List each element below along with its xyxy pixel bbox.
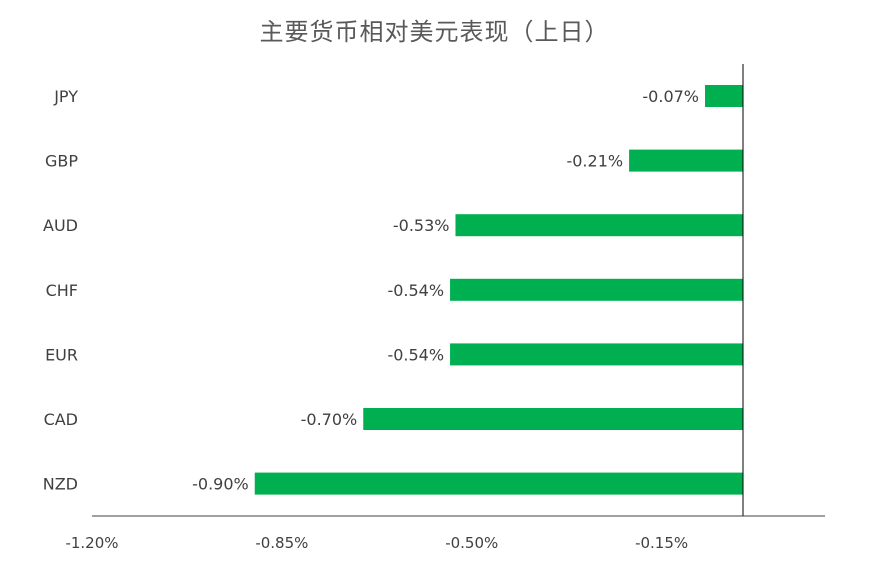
category-label-aud: AUD [43,216,78,235]
category-label-cad: CAD [44,410,78,429]
bar-chf [450,278,743,301]
bar-gbp [629,149,743,172]
axes-layer: -1.20% -0.85% -0.50% -0.15% [65,64,825,552]
bar-cad [363,408,743,430]
x-tick-label: -0.15% [635,534,688,552]
data-label-jpy: -0.07% [642,87,699,106]
category-label-eur: EUR [45,345,78,364]
data-label-aud: -0.53% [393,216,450,235]
x-tick-label: -0.50% [445,534,498,552]
category-label-chf: CHF [46,281,78,300]
category-label-gbp: GBP [45,152,78,171]
data-label-eur: -0.54% [387,345,444,364]
data-label-gbp: -0.21% [566,152,623,171]
bar-aud [455,214,743,237]
bar-jpy [705,85,743,107]
x-tick-label: -1.20% [65,534,118,552]
data-label-cad: -0.70% [301,410,358,429]
bars-layer [254,85,743,495]
x-tick-label: -0.85% [255,534,308,552]
category-label-jpy: JPY [53,87,78,106]
chart-title: 主要货币相对美元表现（上日） [259,18,610,46]
bar-nzd [254,472,743,495]
data-label-chf: -0.54% [387,281,444,300]
category-label-nzd: NZD [43,475,78,494]
labels-layer: JPY -0.07% GBP -0.21% AUD -0.53% CHF -0.54% EUR -… [43,87,699,494]
bar-eur [450,343,743,366]
data-label-nzd: -0.90% [192,475,249,494]
